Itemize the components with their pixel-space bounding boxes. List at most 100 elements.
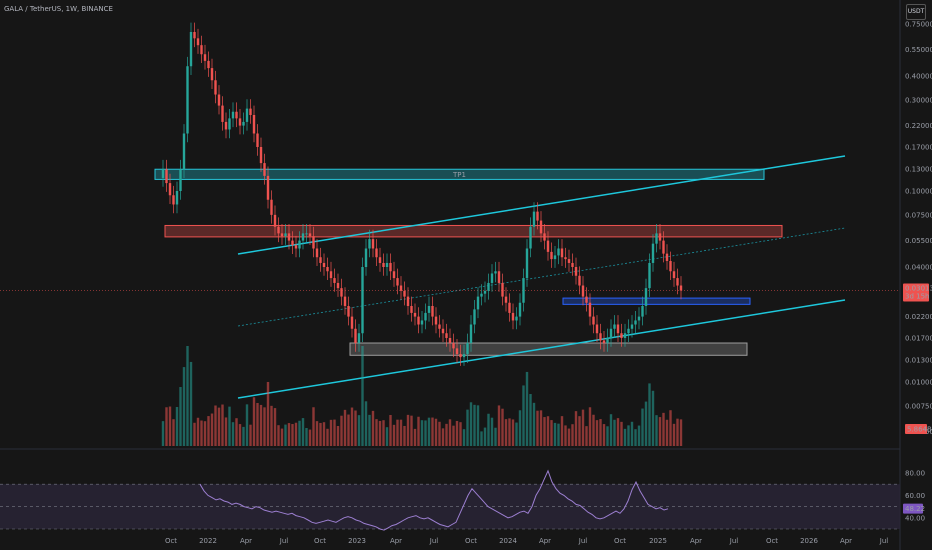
candle-body [214, 80, 217, 95]
volume-bar [487, 413, 490, 446]
candle-body [301, 233, 305, 241]
volume-bar [669, 410, 672, 446]
candle-body [676, 278, 679, 286]
volume-bar [658, 417, 662, 446]
candle-body [263, 163, 266, 176]
volume-bar [371, 410, 375, 446]
candle-body [616, 324, 620, 334]
zone-box [154, 168, 765, 180]
candle-body [224, 121, 228, 130]
candle-body [581, 285, 585, 297]
time-tick-label: Apr [539, 537, 551, 545]
candle-body [634, 320, 637, 325]
candle-body [333, 278, 336, 283]
channel-upper-line [237, 155, 846, 255]
volume-bar [413, 428, 417, 446]
candle-body [277, 226, 280, 234]
grid [0, 0, 901, 550]
candle-body [186, 66, 189, 134]
candle-body [242, 121, 245, 126]
zone-label: TP1 [452, 171, 466, 179]
time-tick-label: Oct [465, 537, 477, 545]
volume-bar [200, 420, 203, 446]
volume-bar [214, 405, 217, 446]
rsi-value-label: 48.22 [905, 505, 925, 513]
volume-bar [347, 414, 350, 446]
candle-body [438, 324, 441, 329]
candle-body [658, 233, 662, 241]
time-tick-label: Jul [279, 537, 289, 545]
volume-bar [539, 410, 543, 446]
volume-bar [364, 401, 368, 446]
currency-button[interactable]: USDT [906, 4, 926, 20]
volume-bar [574, 411, 578, 446]
candle-body [518, 302, 522, 317]
candle-body [350, 316, 354, 329]
time-tick-label: Jul [729, 537, 739, 545]
volume-bar [585, 426, 588, 446]
last-price-badge [903, 283, 929, 302]
candle-body [287, 233, 291, 241]
volume-bar [382, 420, 385, 446]
volume-bar [441, 428, 445, 446]
volume-bar [560, 416, 564, 446]
volume-bar [543, 417, 546, 446]
candle-body [235, 111, 238, 119]
volume-bar [676, 418, 679, 446]
candle-body [679, 285, 683, 291]
time-tick-label: Apr [690, 537, 702, 545]
candle-body [525, 248, 529, 279]
volume-bar [550, 420, 553, 446]
candle-body [361, 267, 364, 334]
volume-bar [452, 425, 455, 446]
time-tick-label: 2022 [199, 537, 217, 545]
volume-bar [186, 346, 189, 446]
candle-body [557, 248, 560, 256]
candle-body [389, 262, 392, 272]
candle-body [196, 38, 200, 46]
candle-body [462, 354, 466, 358]
time-tick-label: Jul [429, 537, 439, 545]
volume-bar [322, 422, 326, 446]
volume-bar [588, 407, 592, 446]
volume-bar [340, 415, 343, 446]
volume-bar [406, 414, 410, 446]
volume-bar [277, 425, 280, 446]
candle-body [501, 282, 504, 297]
candle-body [592, 316, 595, 325]
candle-body [347, 305, 350, 317]
candle-body [564, 257, 567, 260]
zone-box [349, 342, 748, 356]
candle-body [249, 108, 252, 115]
candle-body [420, 320, 424, 325]
candle-body [259, 146, 263, 164]
candle-body [602, 340, 606, 344]
candle-body [217, 94, 221, 106]
candle-body [588, 302, 592, 317]
candle-body [445, 333, 448, 338]
volume-bar [350, 407, 354, 446]
candle-body [270, 199, 273, 215]
candle-body [284, 233, 287, 237]
volume-bar [294, 422, 298, 446]
volume-bar [221, 404, 224, 446]
candle-body [343, 296, 347, 306]
volume-bar [518, 410, 522, 446]
volume-bar [665, 419, 669, 446]
price-tick-label: 0.01300 [905, 357, 932, 365]
price-tick-label: 0.04000 [905, 264, 932, 272]
volume-bar [256, 402, 259, 446]
candle-body [340, 288, 343, 297]
volume-bar [224, 417, 228, 446]
volume-bar [634, 429, 637, 446]
candle-body [655, 233, 658, 244]
volume-bar [651, 390, 655, 446]
time-tick-label: Oct [165, 537, 177, 545]
volume-bar [266, 381, 270, 446]
volume-bar [641, 408, 644, 446]
candle-body [469, 324, 473, 344]
channel-mid-line [237, 227, 846, 327]
volume-bar [319, 422, 322, 446]
candle-body [571, 262, 574, 268]
